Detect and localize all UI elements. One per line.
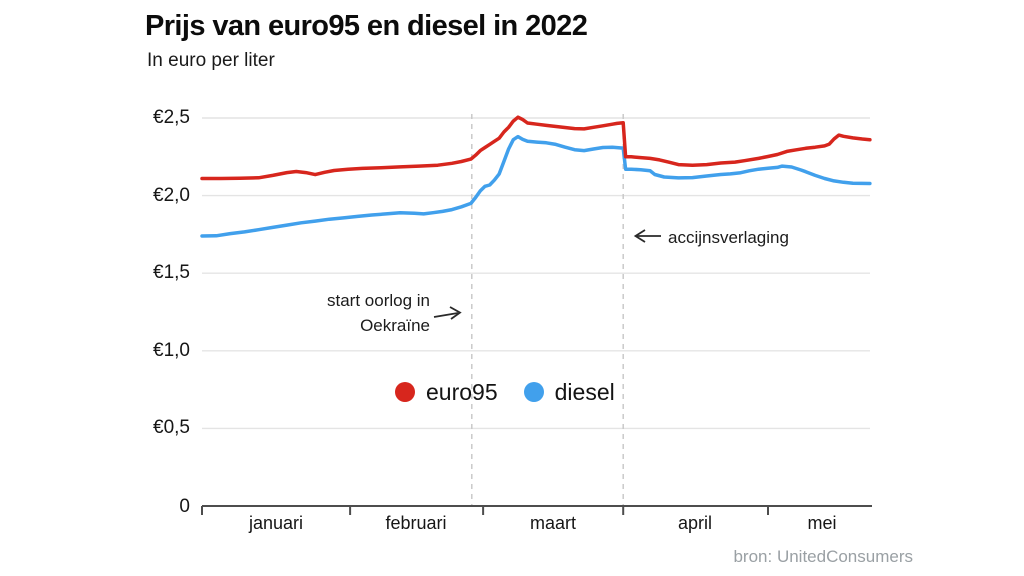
chart-title: Prijs van euro95 en diesel in 2022 [145, 10, 588, 42]
event-dashed-lines [471, 114, 624, 506]
x-axis-label-januari: januari [248, 513, 304, 533]
x-axis-label-februari: februari [385, 513, 447, 533]
data-series-lines [200, 115, 872, 238]
arrow-left-icon-head [633, 229, 646, 243]
annotation-war-start: start oorlog in Oekraïne [230, 288, 430, 338]
legend-item-diesel: diesel [523, 378, 615, 406]
y-axis-label: €2,0 [153, 185, 190, 206]
legend-label-euro95: euro95 [426, 378, 498, 405]
x-axis [201, 505, 872, 515]
diesel-dot-icon [523, 382, 544, 402]
annotation-war-line2: Oekraïne [360, 316, 430, 335]
source-credit: bron: UnitedConsumers [733, 547, 913, 566]
arrow-right-icon-head [449, 306, 462, 320]
x-axis-label-mei: mei [807, 513, 837, 533]
legend-item-euro95: euro95 [395, 379, 498, 406]
legend-label-diesel: diesel [554, 378, 615, 405]
y-axis-label: €2,5 [153, 107, 190, 128]
y-axis-label: €0,5 [153, 417, 190, 438]
euro95-dot-icon [395, 382, 415, 402]
gridlines [202, 117, 870, 430]
y-axis-label: €1,5 [153, 262, 190, 283]
annotation-war-line1: start oorlog in [327, 291, 430, 310]
arrow-right-icon [433, 312, 459, 318]
legend: euro95 diesel [395, 378, 615, 406]
y-axis-label: €1,0 [153, 340, 190, 361]
y-axis-label: 0 [179, 496, 190, 517]
annotation-excise-cut: accijnsverlaging [668, 228, 789, 247]
chart-subtitle: In euro per liter [147, 50, 275, 71]
x-axis-label-maart: maart [529, 513, 576, 533]
x-axis-label-april: april [677, 513, 712, 533]
